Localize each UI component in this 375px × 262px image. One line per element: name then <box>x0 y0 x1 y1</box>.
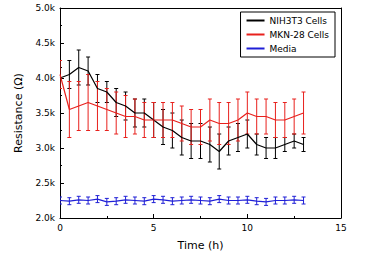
svg-text:10: 10 <box>242 223 254 233</box>
svg-text:3.0k: 3.0k <box>35 143 55 153</box>
svg-text:0: 0 <box>57 223 63 233</box>
svg-text:5.0k: 5.0k <box>35 3 55 13</box>
svg-text:Resistance (Ω): Resistance (Ω) <box>12 73 25 153</box>
svg-text:4.0k: 4.0k <box>35 73 55 83</box>
svg-text:2.5k: 2.5k <box>35 178 55 188</box>
svg-text:15: 15 <box>335 223 346 233</box>
svg-text:Media: Media <box>270 44 297 54</box>
svg-text:3.5k: 3.5k <box>35 108 55 118</box>
svg-text:4.5k: 4.5k <box>35 38 55 48</box>
svg-text:MKN-28 Cells: MKN-28 Cells <box>270 30 330 40</box>
svg-text:5: 5 <box>151 223 157 233</box>
svg-text:Time (h): Time (h) <box>177 239 224 252</box>
svg-text:2.0k: 2.0k <box>35 213 55 223</box>
svg-text:NIH3T3 Cells: NIH3T3 Cells <box>270 16 328 26</box>
